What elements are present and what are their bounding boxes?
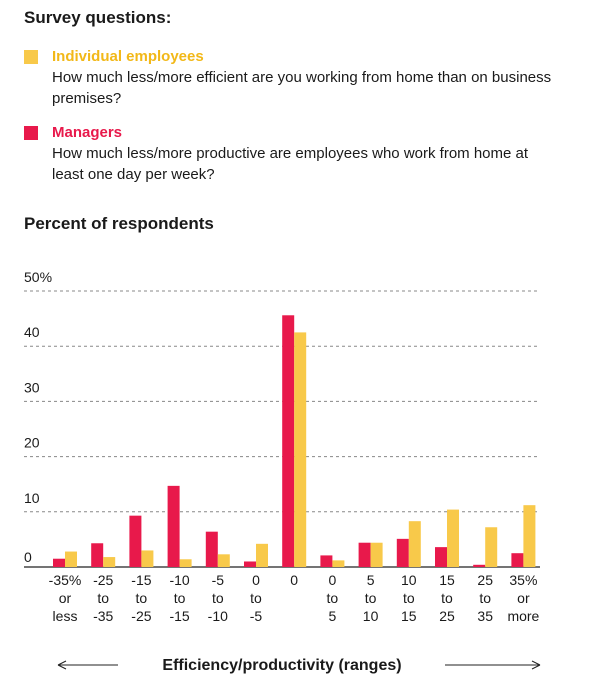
survey-title: Survey questions: [24,8,172,27]
x-tick-label: more [507,608,539,624]
employees-legend-label: Individual employees [52,48,204,65]
bar-managers [358,542,371,567]
x-tick-label: or [517,590,530,606]
x-tick-label: to [479,590,491,606]
bar-employees [370,542,383,567]
bar-managers [320,555,333,567]
bar-managers [473,564,486,567]
x-tick-label: 10 [363,608,379,624]
x-tick-label: less [53,608,78,624]
bar-managers [511,553,524,567]
y-tick-label: 10 [24,490,40,506]
x-tick-label: to [174,590,186,606]
bar-managers [282,315,295,567]
bar-employees [294,332,307,567]
arrow-left-icon [57,660,67,670]
x-tick-label: 5 [329,608,337,624]
x-tick-label: 10 [401,572,417,588]
legend-managers: Managers How much less/more productive a… [24,124,564,185]
bar-employees [65,551,77,567]
bar-managers [91,543,104,567]
bar-managers [129,515,142,567]
bar-managers [435,547,447,567]
x-tick-label: to [97,590,109,606]
bar-employees [408,521,421,567]
y-tick-label: 30 [24,379,40,395]
x-tick-label: -10 [169,572,189,588]
bar-managers [167,485,180,567]
bar-managers [244,561,256,567]
x-tick-label: to [327,590,339,606]
x-tick-label: -35 [93,608,113,624]
bar-managers [396,538,409,567]
x-tick-label: -5 [250,608,263,624]
x-tick-label: 25 [477,572,493,588]
x-tick-label: to [403,590,415,606]
section-title: Percent of respondents [24,214,214,233]
bar-employees [523,505,536,567]
bar-managers [53,558,65,567]
bar-employees [332,560,345,567]
x-tick-label: 15 [439,572,455,588]
x-tick-label: 15 [401,608,417,624]
x-tick-label: 0 [252,572,260,588]
bar-employees [447,509,459,567]
y-tick-label: 0 [24,549,32,565]
y-tick-label: 20 [24,435,40,451]
x-tick-label: -15 [169,608,189,624]
x-tick-label: 25 [439,608,455,624]
x-tick-label: to [136,590,148,606]
y-tick-label: 50% [24,269,52,285]
x-tick-label: -10 [208,608,228,624]
bar-employees [217,554,230,567]
x-tick-label: to [212,590,224,606]
x-tick-label: 35 [477,608,493,624]
x-tick-label: 0 [329,572,337,588]
x-tick-label: -35% [49,572,82,588]
managers-swatch [24,125,38,140]
arrow-right-icon [531,660,541,670]
x-tick-label: 0 [290,572,298,588]
employees-question: How much less/more efficient are you wor… [52,69,552,107]
x-tick-label: to [365,590,377,606]
x-tick-label: 35% [509,572,537,588]
bar-employees [103,557,116,567]
x-tick-label: -25 [93,572,113,588]
x-tick-label: to [441,590,453,606]
employees-swatch [24,49,38,64]
x-tick-label: 5 [367,572,375,588]
bar-employees [141,550,154,567]
x-axis-title: Efficiency/productivity (ranges) [162,657,401,674]
bar-employees [485,527,498,567]
managers-legend-label: Managers [52,124,123,141]
bar-managers [205,531,218,567]
x-tick-label: -5 [212,572,225,588]
legend-employees: Individual employees How much less/more … [24,48,564,109]
x-tick-label: to [250,590,262,606]
y-tick-label: 40 [24,324,40,340]
x-tick-label: -25 [131,608,151,624]
x-tick-label: or [59,590,72,606]
managers-question: How much less/more productive are employ… [52,145,529,183]
x-tick-label: -15 [131,572,151,588]
bar-employees [256,543,268,567]
bar-employees [179,559,192,567]
